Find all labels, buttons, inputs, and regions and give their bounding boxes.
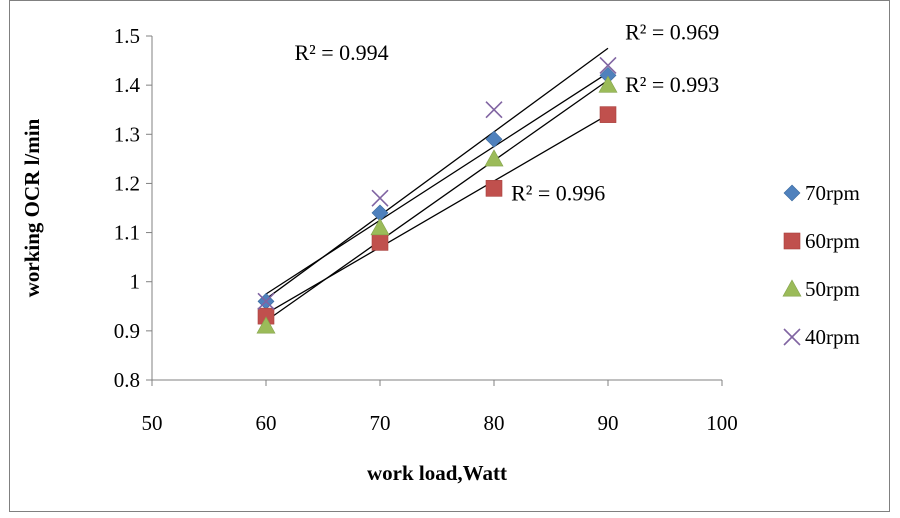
y-tick-label: 1.4 — [114, 73, 141, 97]
y-tick-label: 1.2 — [114, 171, 140, 195]
legend-label: 40rpm — [805, 325, 860, 349]
trendline — [265, 47, 609, 300]
point-40rpm — [485, 101, 503, 119]
y-axis-title: working OCR l/min — [20, 118, 44, 297]
legend: 70rpm 60rpm 50rpm 40rpm — [782, 181, 860, 349]
x-tick-label: 50 — [142, 411, 163, 435]
point-60rpm — [485, 180, 503, 197]
annotations: R² = 0.994 R² = 0.969 R² = 0.993 R² = 0.996 — [295, 20, 720, 206]
axes: 0.8 0.9 1 1.1 1.2 1.3 1.4 1.5 50 60 70 80 90 100 — [114, 24, 738, 435]
point-40rpm — [257, 292, 275, 310]
x-tick-label: 60 — [256, 411, 277, 435]
trendline — [265, 79, 609, 322]
point-40rpm — [371, 189, 389, 207]
data-points — [256, 56, 618, 334]
y-tick-label: 0.8 — [114, 368, 140, 392]
point-40rpm — [599, 56, 617, 75]
r2-annotation: R² = 0.994 — [295, 40, 389, 65]
r2-annotation: R² = 0.969 — [625, 20, 719, 45]
y-tick-label: 1.1 — [114, 221, 140, 245]
point-70rpm — [485, 130, 503, 148]
y-tick-label: 0.9 — [114, 319, 140, 343]
x-tick-label: 90 — [598, 411, 619, 435]
point-50rpm — [370, 218, 390, 236]
y-tick-label: 1.5 — [114, 24, 140, 48]
legend-marker-70rpm — [783, 184, 801, 202]
legend-label: 60rpm — [805, 229, 860, 253]
legend-label: 50rpm — [805, 277, 860, 301]
point-50rpm — [484, 149, 504, 167]
point-60rpm — [371, 234, 389, 251]
x-tick-label: 80 — [484, 411, 505, 435]
y-tick-label: 1 — [130, 270, 141, 294]
point-50rpm — [256, 316, 276, 334]
r2-annotation: R² = 0.993 — [625, 72, 719, 97]
legend-marker-50rpm — [782, 279, 802, 297]
x-axis-title: work load,Watt — [367, 461, 507, 485]
r2-annotation: R² = 0.996 — [511, 180, 605, 205]
point-50rpm — [598, 75, 618, 93]
x-tick-label: 100 — [706, 411, 738, 435]
legend-marker-40rpm — [783, 328, 801, 346]
trendlines — [265, 47, 609, 322]
chart-area-border — [9, 0, 890, 512]
legend-label: 70rpm — [805, 181, 860, 205]
legend-marker-60rpm — [783, 232, 801, 250]
x-tick-label: 70 — [370, 411, 391, 435]
y-tick-label: 1.3 — [114, 122, 140, 146]
point-60rpm — [599, 106, 617, 123]
